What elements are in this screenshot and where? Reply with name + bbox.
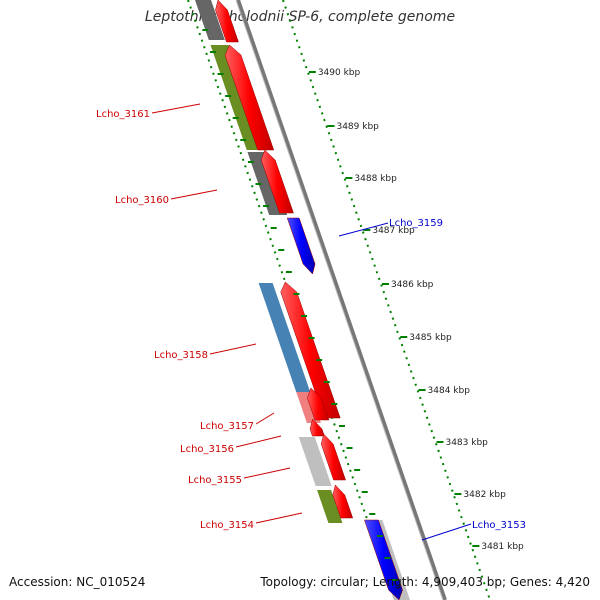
gene-leader-line <box>170 189 218 200</box>
scale-tick-label: 3488 kbp <box>354 174 397 184</box>
gene-leader-line <box>151 103 201 114</box>
gene-leader-line <box>235 435 282 448</box>
accession-text: Accession: NC_010524 <box>9 575 146 589</box>
gene-arrow-lcho-3156 <box>309 418 325 437</box>
gene-leader-line <box>209 343 257 355</box>
features-layer <box>195 0 410 600</box>
gene-label[interactable]: Lcho_3153 <box>472 520 526 531</box>
scale-tick-label: 3481 kbp <box>481 542 524 552</box>
gene-leader-line <box>255 412 275 425</box>
gene-leader-line <box>255 512 303 524</box>
gene-label[interactable]: Lcho_3156 <box>180 444 234 455</box>
scale-tick-label: 3490 kbp <box>318 68 361 78</box>
gene-leader-line <box>338 222 389 237</box>
scale-tick-label: 3486 kbp <box>391 280 434 290</box>
gene-arrow-lcho-3157 <box>307 387 330 421</box>
gene-label[interactable]: Lcho_3160 <box>115 195 169 206</box>
left-guide-line <box>187 0 396 600</box>
gene-arrow-red <box>215 0 239 43</box>
gene-arrow-lcho-3155 <box>320 433 346 481</box>
cog-bar-lightgray <box>298 437 332 486</box>
gene-label[interactable]: Lcho_3159 <box>389 218 443 229</box>
backbone-line <box>236 0 447 600</box>
cog-bar-gray-top <box>195 0 225 40</box>
scale-tick-label: 3483 kbp <box>445 438 488 448</box>
cog-bar-steelblue <box>258 283 311 392</box>
gene-leader-line <box>243 467 291 479</box>
backbone-highlight <box>235 0 444 600</box>
gene-arrow-lcho-3159 <box>286 217 316 275</box>
scale-tick-label: 3482 kbp <box>463 490 506 500</box>
gene-label[interactable]: Lcho_3154 <box>200 520 254 531</box>
right-guide-line <box>282 0 491 600</box>
gene-arrow-lcho-3160 <box>260 149 294 214</box>
gene-label[interactable]: Lcho_3157 <box>200 421 254 432</box>
ticks-layer <box>202 29 480 581</box>
gene-label[interactable]: Lcho_3161 <box>96 109 150 120</box>
gene-label[interactable]: Lcho_3158 <box>154 350 208 361</box>
scale-tick-label: 3487 kbp <box>372 226 415 236</box>
gene-leader-line <box>421 523 472 541</box>
gene-label[interactable]: Lcho_3155 <box>188 475 242 486</box>
scale-tick-label: 3489 kbp <box>336 122 379 132</box>
scale-tick-label: 3485 kbp <box>409 333 452 343</box>
gene-arrow-lcho-3154 <box>332 484 354 519</box>
cog-bar-olive-lower <box>317 490 343 523</box>
scale-tick-label: 3484 kbp <box>428 386 471 396</box>
summary-text: Topology: circular; Length: 4,909,403 bp… <box>260 575 590 589</box>
backbone-layer <box>187 0 491 600</box>
labels-layer: 3490 kbp 3489 kbp 3488 kbp 3487 kbp 3486 kbp… <box>96 68 526 552</box>
gene-arrow-lcho-3161 <box>224 44 275 151</box>
